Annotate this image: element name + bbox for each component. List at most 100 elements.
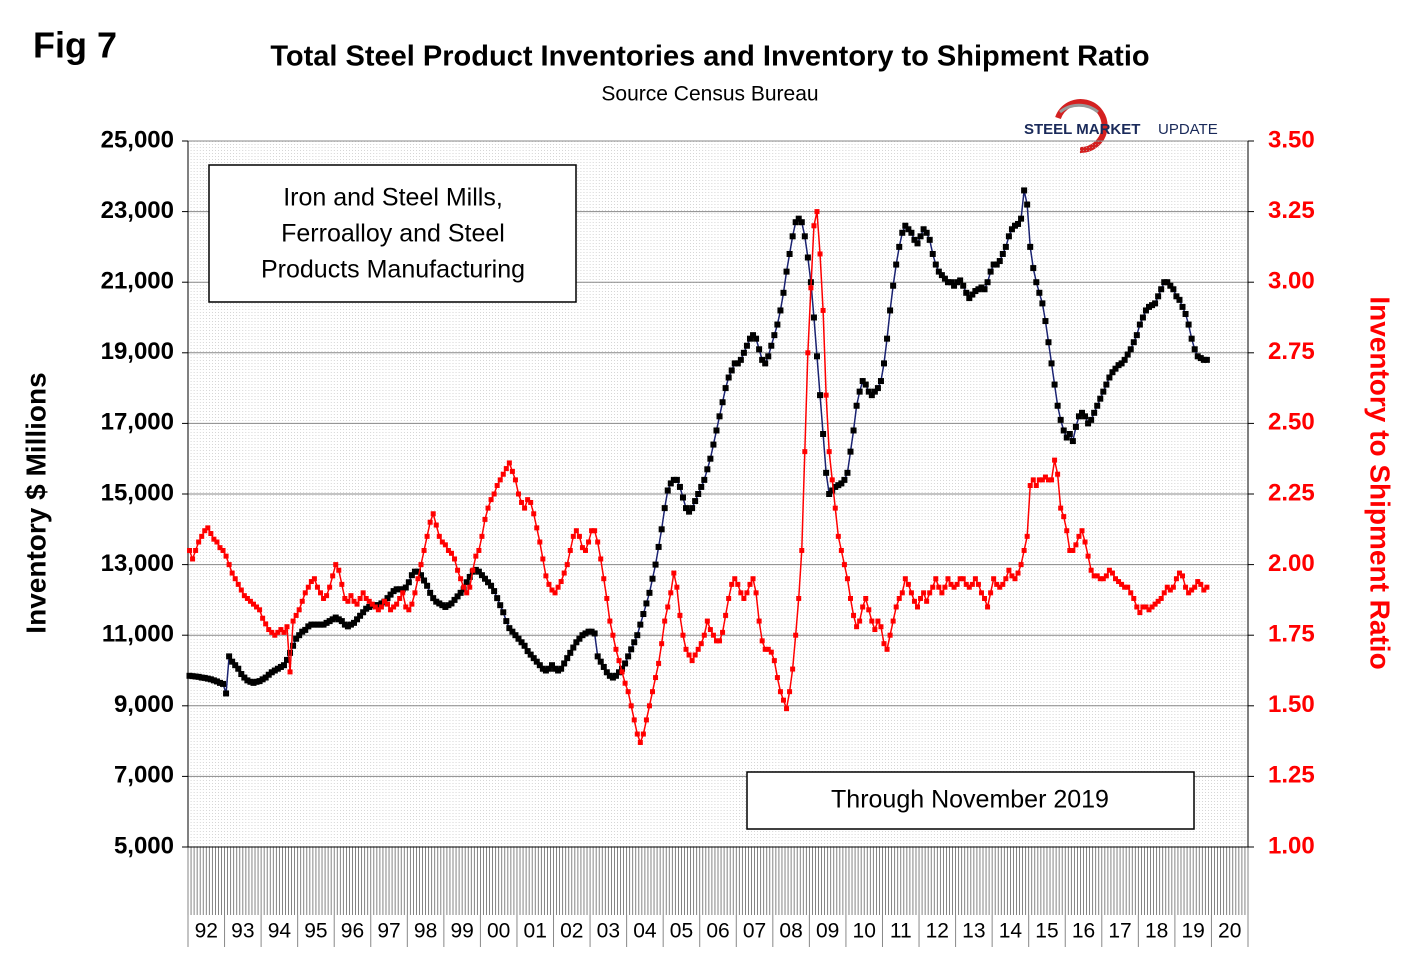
data-point	[1182, 310, 1189, 317]
data-point	[403, 604, 409, 610]
data-point	[1106, 374, 1113, 381]
data-point	[1018, 562, 1024, 568]
data-point	[1142, 307, 1149, 314]
data-point	[464, 590, 470, 596]
annotation-box: Iron and Steel Mills, Ferroalloy and Ste…	[208, 164, 577, 303]
x-tick-label: 00	[487, 920, 510, 943]
data-point	[494, 595, 501, 602]
data-point	[198, 674, 205, 681]
data-point	[196, 539, 202, 545]
data-point	[796, 595, 802, 601]
data-point	[430, 511, 436, 517]
data-point	[199, 533, 205, 539]
data-point	[244, 595, 250, 601]
x-tick-label: 10	[853, 920, 876, 943]
data-point	[743, 342, 750, 349]
data-point	[662, 618, 668, 624]
data-point	[1170, 286, 1177, 293]
data-point	[475, 568, 482, 575]
data-point	[1024, 201, 1031, 208]
data-point	[859, 378, 866, 385]
data-point	[543, 573, 549, 579]
data-point	[229, 658, 236, 665]
data-point	[570, 644, 577, 651]
data-point	[327, 584, 333, 590]
data-point	[1149, 604, 1155, 610]
data-point	[801, 233, 808, 240]
data-point	[220, 680, 227, 687]
data-point	[366, 598, 372, 604]
data-point	[458, 576, 464, 582]
data-point	[586, 539, 592, 545]
data-point	[1039, 300, 1046, 307]
data-point	[473, 553, 479, 559]
data-point	[1118, 360, 1125, 367]
data-point	[548, 662, 555, 669]
data-point	[646, 703, 652, 709]
data-point	[211, 536, 217, 542]
data-point	[275, 629, 281, 635]
data-point	[347, 621, 354, 628]
data-point	[923, 229, 930, 236]
data-point	[387, 591, 394, 598]
data-point	[874, 385, 881, 392]
data-point	[793, 632, 799, 638]
data-point	[924, 598, 930, 604]
data-point	[1186, 590, 1192, 596]
data-point	[296, 632, 303, 639]
data-point	[750, 576, 756, 582]
data-point	[1021, 547, 1027, 553]
data-point	[207, 676, 214, 683]
data-point	[433, 598, 440, 605]
data-point	[829, 487, 836, 494]
data-point	[418, 562, 424, 568]
data-point	[424, 533, 430, 539]
data-point	[673, 476, 680, 483]
data-point	[570, 533, 576, 539]
data-point	[1085, 553, 1091, 559]
data-point	[780, 289, 787, 296]
data-point	[881, 360, 888, 367]
data-point	[676, 483, 683, 490]
data-point	[1054, 402, 1061, 409]
data-point	[1058, 505, 1064, 511]
data-point	[875, 618, 881, 624]
data-point	[579, 632, 586, 639]
data-point	[783, 268, 790, 275]
data-point	[213, 678, 220, 685]
data-point	[933, 576, 939, 582]
data-point	[223, 553, 229, 559]
data-point	[655, 543, 662, 550]
x-tick-label: 19	[1181, 920, 1204, 943]
annotation-box: Through November 2019	[746, 771, 1195, 830]
data-point	[810, 314, 817, 321]
data-point	[430, 595, 437, 602]
data-point	[1194, 353, 1201, 360]
data-point	[1103, 573, 1109, 579]
data-point	[1009, 573, 1015, 579]
data-point	[902, 576, 908, 582]
data-point	[445, 547, 451, 553]
data-point	[214, 539, 220, 545]
data-point	[948, 279, 955, 286]
data-point	[512, 632, 519, 639]
data-point	[573, 639, 580, 646]
data-point	[1167, 282, 1174, 289]
data-point	[390, 588, 397, 595]
data-point	[619, 669, 625, 675]
data-point	[692, 498, 699, 505]
data-point	[280, 662, 287, 669]
data-point	[628, 646, 635, 653]
data-point	[1015, 570, 1021, 576]
data-point	[235, 581, 241, 587]
data-point	[519, 499, 525, 505]
data-point	[735, 581, 741, 587]
data-point	[497, 477, 503, 483]
data-point	[945, 576, 951, 582]
data-point	[190, 556, 196, 562]
data-point	[491, 588, 498, 595]
data-point	[789, 233, 796, 240]
data-point	[329, 616, 336, 623]
data-point	[893, 604, 899, 610]
data-point	[320, 621, 327, 628]
